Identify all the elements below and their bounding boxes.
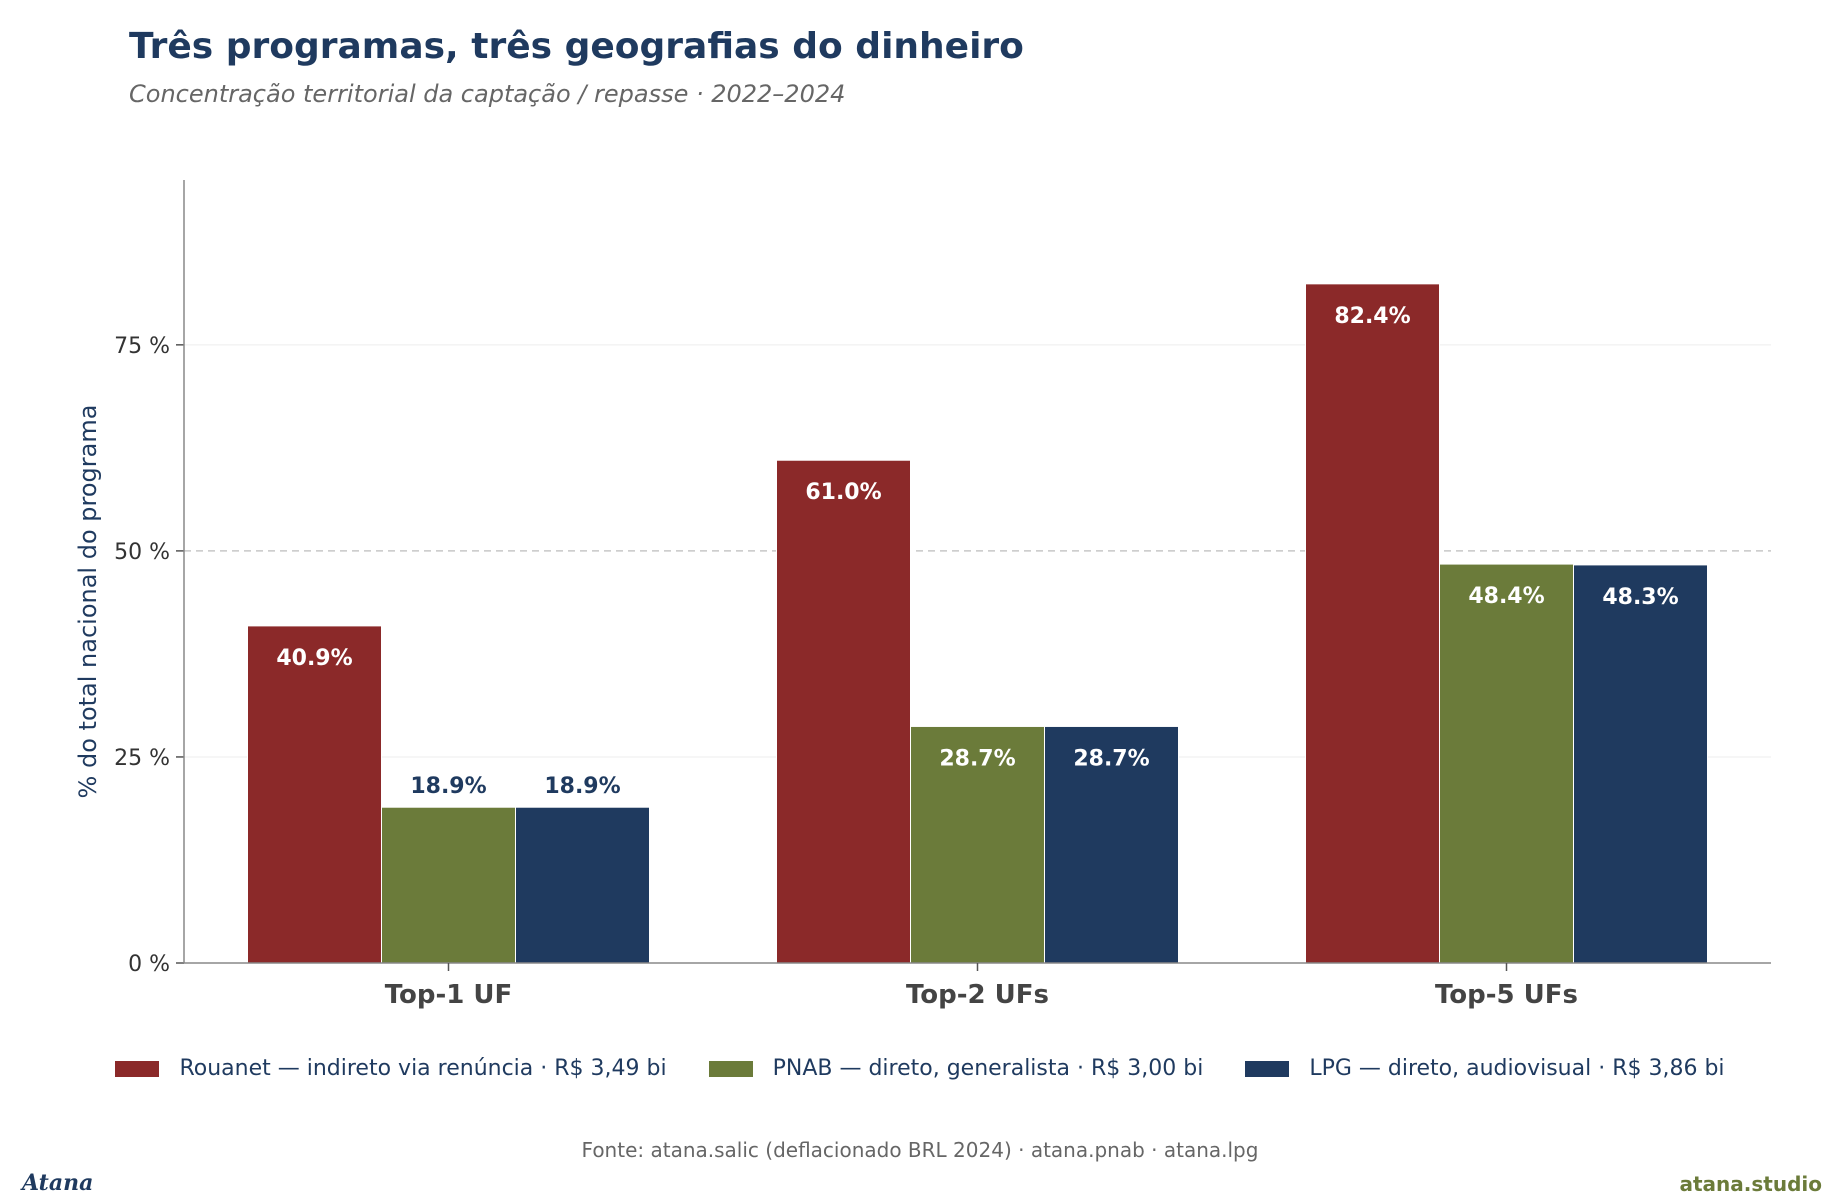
- bar-value-label: 61.0%: [805, 480, 881, 505]
- bar: [1305, 283, 1440, 964]
- bar-value-label: 48.3%: [1602, 585, 1678, 610]
- brand-url: atana.studio: [1679, 1172, 1823, 1196]
- brand-logo-text: Atana: [22, 1170, 94, 1196]
- y-tick-label: 50 %: [114, 540, 170, 565]
- bar: [247, 625, 382, 964]
- x-tick-label: Top-1 UF: [385, 980, 513, 1010]
- legend-item-rouanet: Rouanet — indireto via renúncia · R$ 3,4…: [115, 1056, 667, 1081]
- legend-swatch-pnab: [708, 1060, 753, 1077]
- bar-value-label: 28.7%: [1073, 746, 1149, 771]
- bar-value-label: 82.4%: [1334, 304, 1410, 329]
- legend-item-pnab: PNAB — direto, generalista · R$ 3,00 bi: [708, 1056, 1204, 1081]
- chart-subtitle: Concentração territorial da captação / r…: [129, 80, 846, 108]
- x-tick-label: Top-2 UFs: [906, 980, 1049, 1010]
- bar: [776, 459, 911, 964]
- bar: [1044, 725, 1179, 964]
- legend: Rouanet — indireto via renúncia · R$ 3,4…: [0, 1056, 1840, 1081]
- y-tick-label: 25 %: [114, 746, 170, 771]
- y-axis-label: % do total nacional do programa: [74, 405, 102, 799]
- bar-value-label: 18.9%: [544, 774, 620, 799]
- bar-value-label: 48.4%: [1468, 584, 1544, 609]
- legend-label-lpg: LPG — direto, audiovisual · R$ 3,86 bi: [1309, 1056, 1725, 1081]
- bar-chart: 0 % 25 % 50 % 75 % 40.9% 61.0% 82.4% 18.9% 28.7%…: [74, 180, 1771, 1010]
- bar: [515, 806, 650, 964]
- x-tick-label: Top-5 UFs: [1435, 980, 1578, 1010]
- y-tick-label: 0 %: [128, 952, 170, 977]
- legend-swatch-rouanet: [115, 1060, 160, 1077]
- y-tick-label: 75 %: [114, 334, 170, 359]
- bar: [910, 725, 1045, 964]
- legend-label-rouanet: Rouanet — indireto via renúncia · R$ 3,4…: [179, 1056, 667, 1081]
- legend-label-pnab: PNAB — direto, generalista · R$ 3,00 bi: [772, 1056, 1204, 1081]
- bar-value-label: 40.9%: [276, 646, 352, 671]
- bar: [1573, 564, 1708, 964]
- bar: [1439, 563, 1574, 964]
- bar-value-label: 28.7%: [939, 746, 1015, 771]
- source-note: Fonte: atana.salic (deflacionado BRL 202…: [581, 1138, 1259, 1162]
- legend-swatch-lpg: [1245, 1060, 1290, 1077]
- legend-item-lpg: LPG — direto, audiovisual · R$ 3,86 bi: [1245, 1056, 1725, 1081]
- bar: [381, 806, 516, 964]
- bar-value-label: 18.9%: [410, 774, 486, 799]
- chart-title: Três programas, três geografias do dinhe…: [129, 26, 1024, 67]
